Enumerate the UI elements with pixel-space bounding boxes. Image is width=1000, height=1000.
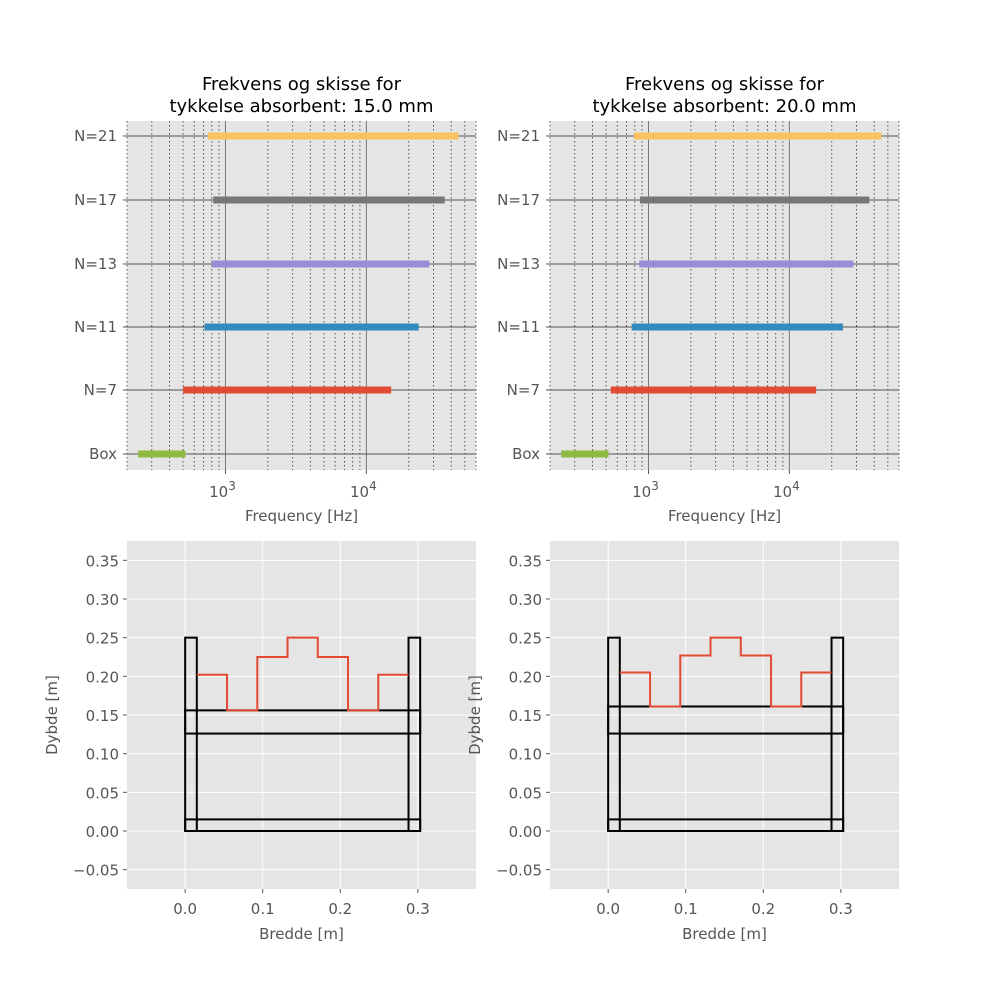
x-tick-label: 0.3: [829, 900, 853, 918]
front-plate: [607, 705, 845, 735]
y-tick-label: 0.20: [86, 668, 119, 686]
frequency-chart-1: N=21 N=17 N=13 N=11 N=7 Box 103 104 Frekvens og …: [74, 74, 477, 525]
chart-title-line-1: Frekvens og skisse for: [202, 74, 402, 95]
sketch-chart-2: 0.0 0.1 0.2 0.3 −0.05 0.00 0.05 0.10 0.15 0.20 0.2…: [466, 541, 899, 943]
y-tick-label: Box: [512, 445, 540, 463]
y-tick-label: 0.25: [86, 630, 119, 648]
y-tick-label: N=21: [497, 127, 540, 145]
x-tick-label: 0.0: [596, 900, 620, 918]
y-tick-label: N=17: [497, 191, 540, 209]
y-tick-label: 0.05: [86, 784, 119, 802]
y-tick-label: 0.05: [509, 784, 542, 802]
y-tick-label: 0.15: [509, 707, 542, 725]
y-tick-label: N=13: [497, 255, 540, 273]
y-tick-label: 0.30: [509, 591, 542, 609]
y-tick-label: 0.15: [86, 707, 119, 725]
x-axis-label: Bredde [m]: [259, 925, 344, 943]
y-tick-label: N=17: [74, 191, 117, 209]
y-tick-label: N=11: [497, 318, 540, 336]
y-tick-label: 0.20: [509, 668, 542, 686]
x-tick-label: 104: [350, 479, 377, 501]
diffuser-profile: [619, 636, 832, 708]
y-tick-label: N=21: [74, 127, 117, 145]
y-tick-label: 0.25: [509, 630, 542, 648]
y-tick-label: 0.35: [86, 552, 119, 570]
x-tick-label: 0.2: [328, 900, 352, 918]
y-axis-label: Dybde [m]: [43, 675, 61, 755]
y-tick-label: N=11: [74, 318, 117, 336]
y-tick-label: 0.00: [86, 823, 119, 841]
x-tick-label: 0.1: [251, 900, 275, 918]
y-tick-label: 0.10: [509, 746, 542, 764]
x-tick-label: 0.0: [173, 900, 197, 918]
chart-title-line-2: tykkelse absorbent: 15.0 mm: [169, 96, 433, 117]
x-tick-label: 0.2: [751, 900, 775, 918]
x-axis-label: Frequency [Hz]: [668, 507, 781, 525]
y-tick-label: Box: [89, 445, 117, 463]
y-axis-label: Dybde [m]: [466, 675, 484, 755]
x-tick-label: 103: [209, 479, 236, 501]
x-tick-label: 104: [773, 479, 800, 501]
x-tick-label: 0.1: [674, 900, 698, 918]
plot-area: [550, 121, 899, 470]
y-tick-label: −0.05: [73, 862, 119, 880]
bottom-plate: [607, 818, 845, 833]
chart-title-line-1: Frekvens og skisse for: [625, 74, 825, 95]
frequency-chart-2: N=21 N=17 N=13 N=11 N=7 Box 103 104 Frekvens og …: [497, 74, 900, 525]
x-axis-label: Bredde [m]: [682, 925, 767, 943]
y-tick-label: N=7: [84, 381, 117, 399]
y-tick-label: −0.05: [496, 862, 542, 880]
y-tick-label: 0.10: [86, 746, 119, 764]
diffuser-profile: [196, 636, 409, 712]
chart-title-line-2: tykkelse absorbent: 20.0 mm: [592, 96, 856, 117]
x-tick-label: 0.3: [406, 900, 430, 918]
sketch-chart-1: 0.0 0.1 0.2 0.3 −0.05 0.00 0.05 0.10 0.15 0.20 0.2…: [43, 541, 476, 943]
plot-area: [127, 121, 476, 470]
y-tick-label: 0.35: [509, 552, 542, 570]
bottom-plate: [184, 818, 422, 833]
front-plate: [184, 709, 422, 735]
y-tick-label: 0.00: [509, 823, 542, 841]
x-tick-label: 103: [632, 479, 659, 501]
y-tick-label: N=7: [507, 381, 540, 399]
x-axis-label: Frequency [Hz]: [245, 507, 358, 525]
y-tick-label: N=13: [74, 255, 117, 273]
y-tick-label: 0.30: [86, 591, 119, 609]
